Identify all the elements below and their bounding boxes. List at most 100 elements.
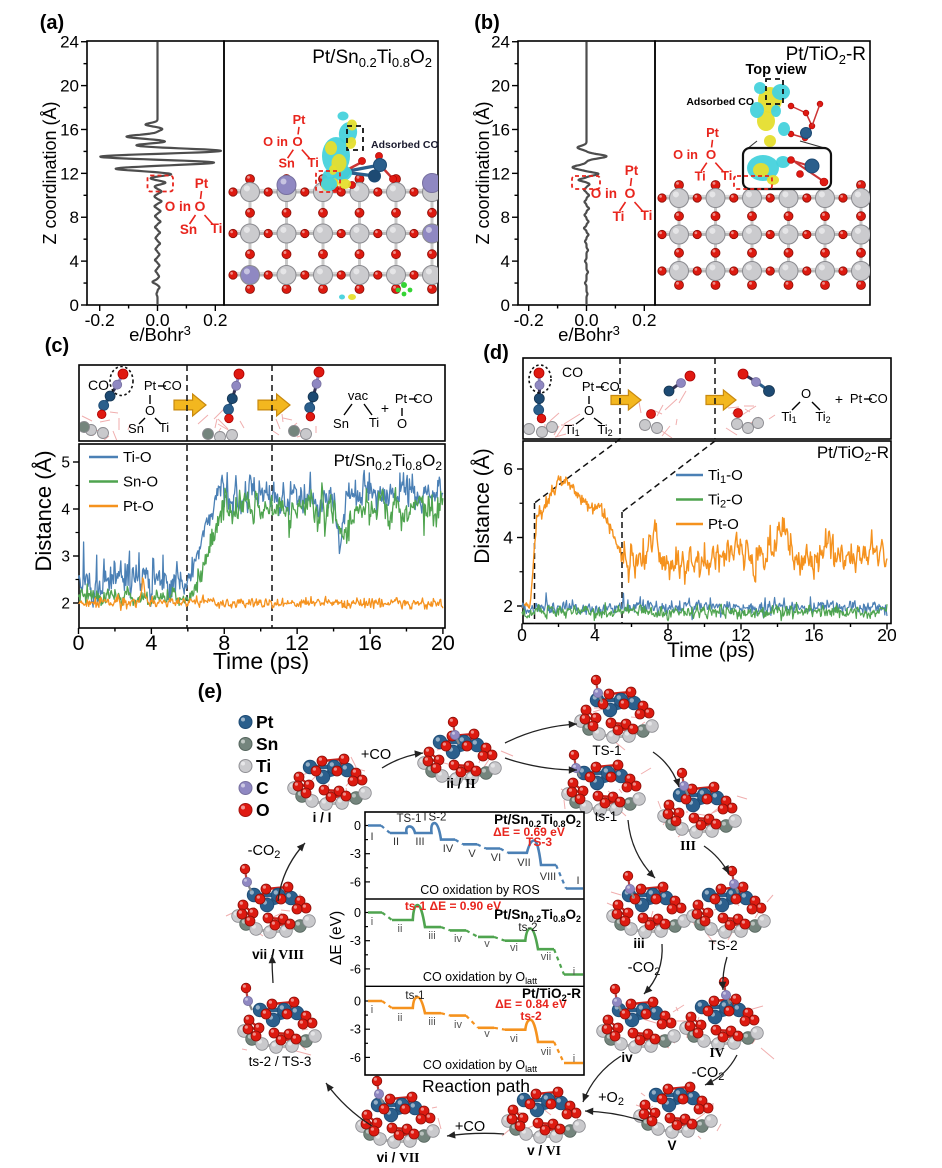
svg-text:Ti: Ti: [308, 155, 319, 170]
svg-text:i: i: [573, 966, 575, 978]
svg-text:ts-2: ts-2: [518, 922, 537, 934]
svg-text:Pt/TiO2-R: Pt/TiO2-R: [522, 986, 581, 1004]
svg-text:O in: O in: [591, 186, 617, 201]
svg-text:O: O: [625, 185, 636, 201]
svg-text:(c): (c): [45, 335, 69, 357]
svg-text:CO oxidation by ROS: CO oxidation by ROS: [420, 883, 540, 897]
svg-text:Pt: Pt: [706, 125, 720, 140]
svg-text:CO: CO: [413, 391, 433, 406]
svg-text:ts-1 ΔE = 0.90 eV: ts-1 ΔE = 0.90 eV: [405, 899, 501, 913]
svg-text:(e): (e): [198, 681, 222, 703]
svg-text:ΔE = 0.69 eV: ΔE = 0.69 eV: [493, 825, 565, 839]
svg-text:-0.2: -0.2: [514, 310, 544, 330]
svg-text:O in: O in: [263, 134, 288, 149]
svg-text:(b): (b): [474, 12, 500, 34]
svg-text:Sn: Sn: [128, 421, 144, 436]
svg-text:Reaction path: Reaction path: [422, 1076, 530, 1096]
svg-text:V: V: [468, 848, 476, 860]
svg-text:24: 24: [60, 33, 79, 52]
svg-text:ii: ii: [398, 923, 403, 935]
svg-text:12: 12: [60, 164, 79, 183]
svg-text:Z coordination (Å): Z coordination (Å): [40, 101, 60, 244]
svg-text:TS-1: TS-1: [397, 813, 422, 825]
svg-text:16: 16: [491, 120, 510, 139]
svg-text:Ti1-O: Ti1-O: [708, 467, 743, 486]
svg-text:e/Bohr3: e/Bohr3: [129, 323, 191, 345]
svg-text:Distance (Å): Distance (Å): [471, 448, 494, 564]
svg-text:16: 16: [60, 120, 79, 139]
svg-text:Z coordination (Å): Z coordination (Å): [473, 101, 493, 244]
svg-text:Ti: Ti: [369, 415, 379, 430]
svg-text:16: 16: [358, 631, 382, 655]
svg-text:iii: iii: [428, 1016, 435, 1028]
svg-text:CO: CO: [868, 391, 888, 406]
svg-text:-6: -6: [350, 875, 361, 889]
svg-text:5: 5: [61, 455, 70, 472]
svg-text:Pt-O: Pt-O: [123, 498, 154, 515]
svg-text:0: 0: [501, 296, 510, 315]
svg-text:0.2: 0.2: [632, 310, 656, 330]
svg-text:i: i: [371, 1004, 373, 1016]
svg-text:CO oxidation by Olatt: CO oxidation by Olatt: [423, 970, 538, 986]
svg-text:0: 0: [354, 819, 361, 833]
svg-text:Sn: Sn: [180, 222, 197, 237]
svg-text:-3: -3: [350, 1023, 361, 1037]
svg-text:Sn: Sn: [333, 416, 349, 431]
svg-text:(d): (d): [483, 342, 509, 364]
svg-text:Pt: Pt: [195, 176, 209, 191]
svg-text:vii / VIII: vii / VIII: [252, 947, 304, 962]
svg-text:2: 2: [61, 596, 70, 613]
svg-text:+CO: +CO: [455, 1119, 485, 1135]
svg-text:16: 16: [804, 625, 823, 645]
svg-text:Pt/TiO2-R: Pt/TiO2-R: [817, 443, 889, 464]
svg-text:20: 20: [431, 631, 455, 655]
svg-text:iv: iv: [454, 1019, 462, 1031]
svg-text:4: 4: [503, 528, 513, 548]
svg-text:CO: CO: [162, 378, 182, 393]
svg-text:-6: -6: [350, 962, 361, 976]
svg-text:iii: iii: [428, 930, 435, 942]
svg-text:TS-3: TS-3: [526, 835, 552, 849]
svg-text:8: 8: [70, 208, 79, 227]
svg-text:8: 8: [663, 625, 673, 645]
svg-text:+: +: [381, 400, 389, 416]
svg-text:0.2: 0.2: [203, 310, 227, 330]
svg-text:V: V: [667, 1138, 676, 1153]
svg-text:Time (ps): Time (ps): [213, 648, 309, 674]
svg-text:Ti: Ti: [721, 168, 732, 183]
svg-text:0: 0: [354, 906, 361, 920]
svg-text:O: O: [256, 800, 270, 820]
svg-text:Pt: Pt: [395, 391, 408, 406]
svg-text:Adsorbed CO: Adsorbed CO: [371, 139, 439, 151]
svg-text:Pt-O: Pt-O: [708, 516, 739, 533]
svg-text:TS-2: TS-2: [708, 938, 737, 953]
svg-text:8: 8: [218, 631, 230, 655]
svg-text:Ti-O: Ti-O: [123, 449, 152, 466]
svg-text:TS-1: TS-1: [592, 743, 621, 758]
svg-text:24: 24: [491, 33, 510, 52]
svg-text:Pt: Pt: [256, 712, 274, 732]
svg-text:IV: IV: [709, 1045, 724, 1060]
svg-text:ΔE = 0.84 eV: ΔE = 0.84 eV: [495, 997, 567, 1011]
svg-text:II: II: [393, 836, 399, 848]
svg-text:vii: vii: [541, 1046, 551, 1058]
svg-text:VI: VI: [491, 852, 501, 864]
svg-text:4: 4: [61, 502, 70, 519]
svg-text:O: O: [706, 147, 716, 162]
svg-text:0: 0: [73, 631, 85, 655]
svg-text:Ti: Ti: [211, 221, 223, 236]
svg-text:Adsorbed CO: Adsorbed CO: [686, 96, 754, 108]
svg-text:iii: iii: [633, 936, 644, 951]
svg-text:I: I: [576, 875, 579, 887]
svg-text:4: 4: [70, 252, 79, 271]
svg-text:CO: CO: [600, 379, 620, 394]
svg-text:12: 12: [731, 625, 750, 645]
svg-text:20: 20: [491, 77, 510, 96]
svg-text:ii: ii: [398, 1012, 403, 1024]
svg-text:VII: VII: [517, 857, 530, 869]
svg-text:0: 0: [70, 296, 79, 315]
svg-text:Sn: Sn: [256, 734, 278, 754]
svg-text:Top view: Top view: [746, 62, 808, 78]
svg-text:III: III: [680, 838, 696, 853]
svg-text:Ti: Ti: [159, 420, 169, 435]
